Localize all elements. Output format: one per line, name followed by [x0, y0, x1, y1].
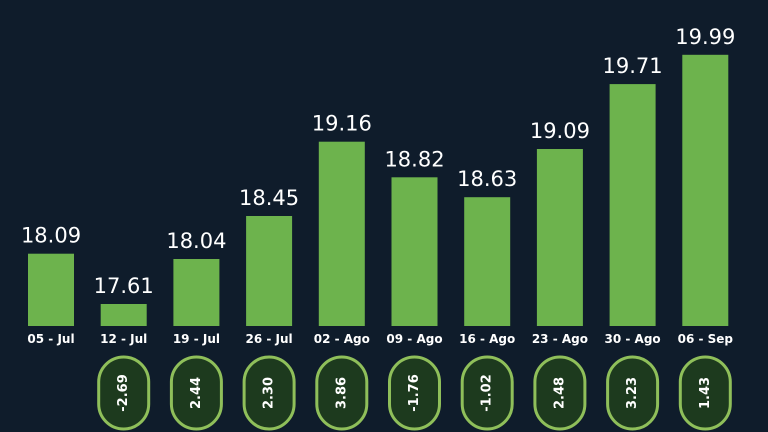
bar-value-label: 18.04: [166, 229, 226, 253]
change-value: 1.43: [698, 377, 713, 409]
change-badge-shape: [460, 355, 514, 431]
change-badge-shape: [315, 355, 369, 431]
change-badge: 2.30: [242, 355, 296, 431]
change-badge-shape: [169, 355, 223, 431]
change-value: 3.86: [334, 377, 349, 409]
change-badge: 3.86: [315, 355, 369, 431]
change-badge: 2.48: [533, 355, 587, 431]
category-label: 19 - Jul: [173, 332, 220, 346]
change-badge-shape: [388, 355, 441, 431]
change-value: 2.30: [262, 377, 277, 409]
category-label: 30 - Ago: [605, 332, 661, 346]
change-badge: 1.43: [678, 355, 732, 431]
bar-12-jul: [100, 304, 147, 326]
change-value: -1.76: [407, 374, 422, 411]
bar-09-ago: [391, 177, 438, 326]
bar-02-ago: [318, 141, 365, 326]
bar-value-label: 19.99: [675, 25, 735, 49]
bar-value-label: 18.09: [21, 224, 81, 248]
bar-value-label: 17.61: [94, 274, 154, 298]
category-label: 26 - Jul: [246, 332, 293, 346]
change-badge: -1.76: [388, 355, 441, 431]
bar-value-label: 18.82: [384, 147, 444, 171]
change-badge: 2.44: [169, 355, 223, 431]
bar-value-label: 19.71: [603, 54, 663, 78]
category-label: 06 - Sep: [678, 332, 734, 346]
bar-19-jul: [173, 259, 220, 326]
change-value: 2.48: [552, 377, 567, 409]
change-badge-shape: [97, 355, 151, 431]
category-label: 16 - Ago: [459, 332, 515, 346]
change-badge-shape: [678, 355, 732, 431]
change-badge: 3.23: [606, 355, 660, 431]
category-label: 02 - Ago: [314, 332, 370, 346]
bar-value-label: 18.45: [239, 186, 299, 210]
change-value: 3.23: [625, 377, 640, 409]
change-badge-shape: [606, 355, 660, 431]
bar-value-label: 19.16: [312, 112, 372, 136]
change-badge-shape: [242, 355, 296, 431]
bar-30-ago: [609, 84, 656, 326]
category-label: 23 - Ago: [532, 332, 588, 346]
change-badge: -1.02: [460, 355, 514, 431]
change-value: -1.02: [480, 374, 495, 411]
category-label: 12 - Jul: [100, 332, 147, 346]
change-badge: -2.69: [97, 355, 151, 431]
bar-05-jul: [28, 253, 74, 326]
change-value: -2.69: [116, 374, 131, 411]
bar-16-ago: [464, 197, 511, 326]
bar-23-ago: [536, 149, 583, 326]
change-value: 2.44: [189, 377, 204, 409]
bar-06-sep: [682, 54, 729, 327]
change-badge-shape: [533, 355, 587, 431]
bar-value-label: 18.63: [457, 167, 517, 191]
bar-value-label: 19.09: [530, 119, 590, 143]
category-label: 09 - Ago: [386, 332, 442, 346]
category-label: 05 - Jul: [27, 332, 74, 346]
bar-26-jul: [246, 216, 293, 326]
